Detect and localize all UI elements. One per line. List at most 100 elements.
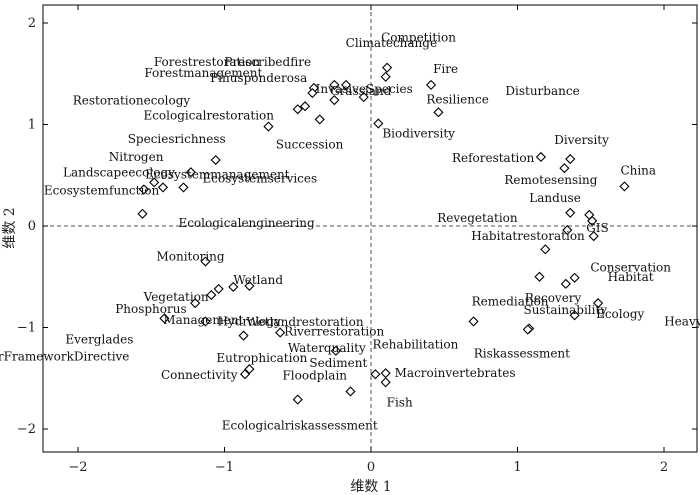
point-label: Hydrology: [217, 314, 281, 328]
point-marker: [588, 231, 599, 242]
point-label: Riverrestoration: [284, 325, 384, 339]
point-label: Climatechange: [346, 36, 437, 50]
point-marker: [370, 369, 381, 380]
point-label: Resilience: [426, 92, 488, 106]
point-marker: [565, 153, 576, 165]
point-marker: [159, 313, 170, 324]
point-marker: [569, 310, 580, 321]
point-marker: [468, 316, 479, 327]
point-marker: [178, 182, 189, 193]
point-marker: [560, 278, 571, 289]
point-label: Macroinvertebrates: [395, 366, 516, 380]
point-marker: [329, 95, 340, 106]
point-marker: [138, 184, 150, 195]
point-label: Landuse: [529, 191, 581, 205]
x-tick-label: 0: [367, 460, 375, 475]
point-marker: [592, 298, 604, 309]
point-label: Riskassessment: [474, 347, 570, 361]
point-label: Phosphorus: [115, 302, 186, 316]
point-label: Succession: [276, 137, 344, 151]
point-label: WaterFrameworkDirective: [0, 350, 129, 364]
point-marker: [239, 369, 251, 380]
point-marker: [540, 244, 551, 255]
point-marker: [185, 167, 196, 178]
axis-ticks: −2 −1 0 1 2 −2 −1 0 1 2: [17, 5, 697, 475]
x-tick-label: −1: [215, 460, 234, 475]
point-label: Restorationecology: [73, 93, 191, 107]
point-marker: [200, 316, 211, 327]
point-label: Disturbance: [505, 84, 579, 98]
point-label: Everglades: [65, 332, 133, 346]
point-label: Prescribedfire: [224, 55, 311, 69]
point-label: Forestmanagement: [144, 66, 262, 80]
point-marker: [275, 327, 286, 338]
point-marker: [382, 62, 393, 73]
x-tick-label: 1: [513, 460, 521, 475]
point-label: Ecologicalrestoration: [143, 109, 274, 123]
point-label: Rehabilitation: [373, 337, 459, 351]
point-label: Biodiversity: [382, 126, 455, 140]
point-marker: [380, 71, 391, 82]
point-marker: [190, 298, 201, 309]
plot-frame: [42, 4, 698, 453]
point-marker: [238, 330, 249, 341]
point-label: Ecology: [596, 307, 644, 321]
x-tick-label: 2: [660, 460, 668, 475]
point-marker: [522, 324, 533, 335]
y-tick-label: −1: [17, 321, 36, 336]
point-label: Vegetation: [143, 290, 209, 304]
point-label: Diversity: [554, 133, 609, 147]
point-label: Waterquality: [288, 341, 366, 355]
point-marker: [619, 181, 630, 192]
point-marker: [358, 92, 369, 103]
y-tick-label: 1: [28, 118, 36, 133]
point-label: Ecologicalengineering: [178, 216, 315, 230]
point-label: Grassland: [330, 84, 392, 98]
point-label: Remotesensing: [504, 173, 597, 187]
point-label: Pinusponderosa: [210, 71, 307, 85]
point-marker: [345, 386, 356, 397]
point-marker: [244, 280, 255, 291]
point-label: Fish: [387, 395, 413, 409]
point-label: Floodplain: [282, 368, 347, 382]
point-label: Recovery: [525, 291, 582, 305]
point-marker: [157, 182, 169, 193]
data-points: [137, 62, 630, 405]
point-marker: [228, 281, 239, 292]
point-marker: [562, 224, 573, 236]
point-marker: [569, 272, 580, 283]
point-label: Monitoring: [156, 250, 224, 264]
point-marker: [380, 368, 391, 379]
point-label: Habitat: [608, 270, 654, 284]
y-tick-label: 0: [28, 219, 36, 234]
x-axis-label: 维数 1: [350, 479, 391, 495]
point-label: Eutrophication: [216, 351, 307, 365]
point-label: Management: [163, 313, 243, 327]
point-marker: [244, 364, 255, 375]
point-label: Ecologicalriskassessment: [222, 419, 378, 433]
point-label: Ecosystemfunction: [44, 183, 160, 197]
point-marker: [341, 79, 352, 90]
point-marker: [307, 87, 318, 99]
point-label: Conservation: [590, 260, 671, 274]
y-axis-label: 维数 2: [2, 207, 18, 248]
point-label: Landscapeecology: [63, 165, 175, 179]
point-label: GIS: [586, 221, 609, 235]
point-marker: [534, 271, 545, 282]
point-label: Forestrestoration: [154, 55, 261, 69]
point-label: Revegetation: [437, 211, 518, 225]
y-tick-label: −2: [17, 422, 36, 437]
point-label: Remediation: [472, 294, 549, 308]
y-tick-label: 2: [28, 16, 36, 31]
point-marker: [314, 114, 325, 125]
point-label: Speciesrichness: [128, 132, 226, 146]
reference-lines: [43, 5, 697, 452]
point-marker: [329, 79, 340, 90]
point-label: Fire: [433, 62, 458, 76]
point-label: Reforestation: [452, 151, 535, 165]
point-marker: [535, 151, 547, 163]
point-label: InvasiveSpecies: [316, 82, 413, 96]
point-marker: [373, 118, 384, 129]
point-marker: [299, 101, 311, 112]
point-marker: [425, 79, 437, 90]
